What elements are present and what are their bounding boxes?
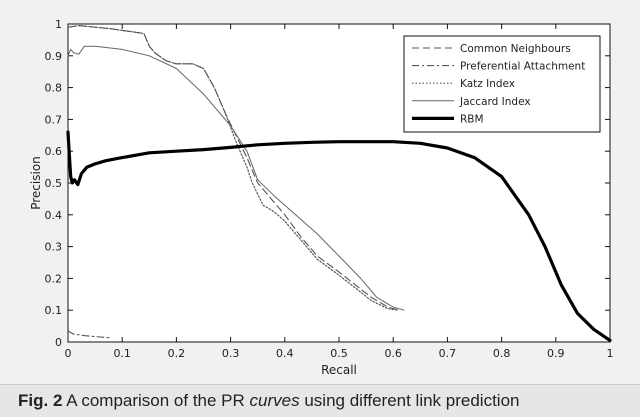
legend: Common Neighbours Preferential Attachment…: [403, 35, 601, 133]
y-tick-label: 0.7: [45, 113, 63, 126]
series-line-1: [67, 330, 112, 339]
series-line-2: [67, 25, 400, 311]
x-tick-label: 0.2: [168, 347, 186, 360]
x-tick-label: 0.6: [384, 347, 402, 360]
x-tick-label: 1: [607, 347, 614, 360]
legend-entry-3: Jaccard Index: [459, 96, 531, 108]
y-axis-label: Precision: [29, 156, 43, 210]
caption-label: Fig. 2: [18, 391, 63, 410]
caption-emphasis: curves: [249, 391, 300, 410]
y-tick-label: 0.4: [45, 209, 63, 222]
legend-entry-1: Preferential Attachment: [460, 61, 585, 73]
y-tick-label: 0.9: [45, 50, 63, 63]
legend-entry-0: Common Neighbours: [460, 43, 571, 55]
y-tick-label: 0.8: [45, 82, 63, 95]
y-tick-label: 0.3: [45, 241, 63, 254]
y-tick-label: 0.5: [45, 177, 63, 190]
series-layer: [66, 25, 612, 342]
legend-entry-4: RBM: [460, 113, 484, 125]
pr-chart: 0 0.1 0.2 0.3 0.4 0.5 0.6 0.7 0.8 0.9 1 0 0.1 0.2 0.3 0…: [29, 18, 614, 377]
x-tick-label: 0.3: [222, 347, 240, 360]
series-line-4: [66, 130, 612, 342]
caption-text-after: using different link prediction: [304, 391, 520, 410]
x-tick-label: 0: [65, 347, 72, 360]
figure-caption: Fig. 2 A comparison of the PR curves usi…: [18, 391, 638, 411]
y-tick-label: 0.6: [45, 145, 63, 158]
x-axis-label: Recall: [321, 363, 357, 377]
caption-text-before: A comparison of the PR: [66, 391, 245, 410]
legend-box: [403, 35, 601, 133]
x-tick-label: 0.4: [276, 347, 294, 360]
x-tick-label: 0.9: [547, 347, 565, 360]
legend-entry-2: Katz Index: [460, 78, 515, 90]
y-tick-label: 0.1: [45, 304, 63, 317]
caption-band: [0, 384, 640, 417]
series-line-3: [67, 45, 405, 311]
x-tick-label: 0.7: [439, 347, 457, 360]
y-tick-label: 0.2: [45, 272, 63, 285]
y-tick-label: 0: [55, 336, 62, 349]
y-tick-label: 1: [55, 18, 62, 31]
x-tick-label: 0.5: [330, 347, 348, 360]
x-tick-label: 0.8: [493, 347, 511, 360]
x-tick-label: 0.1: [113, 347, 131, 360]
series-line-0: [67, 25, 400, 311]
